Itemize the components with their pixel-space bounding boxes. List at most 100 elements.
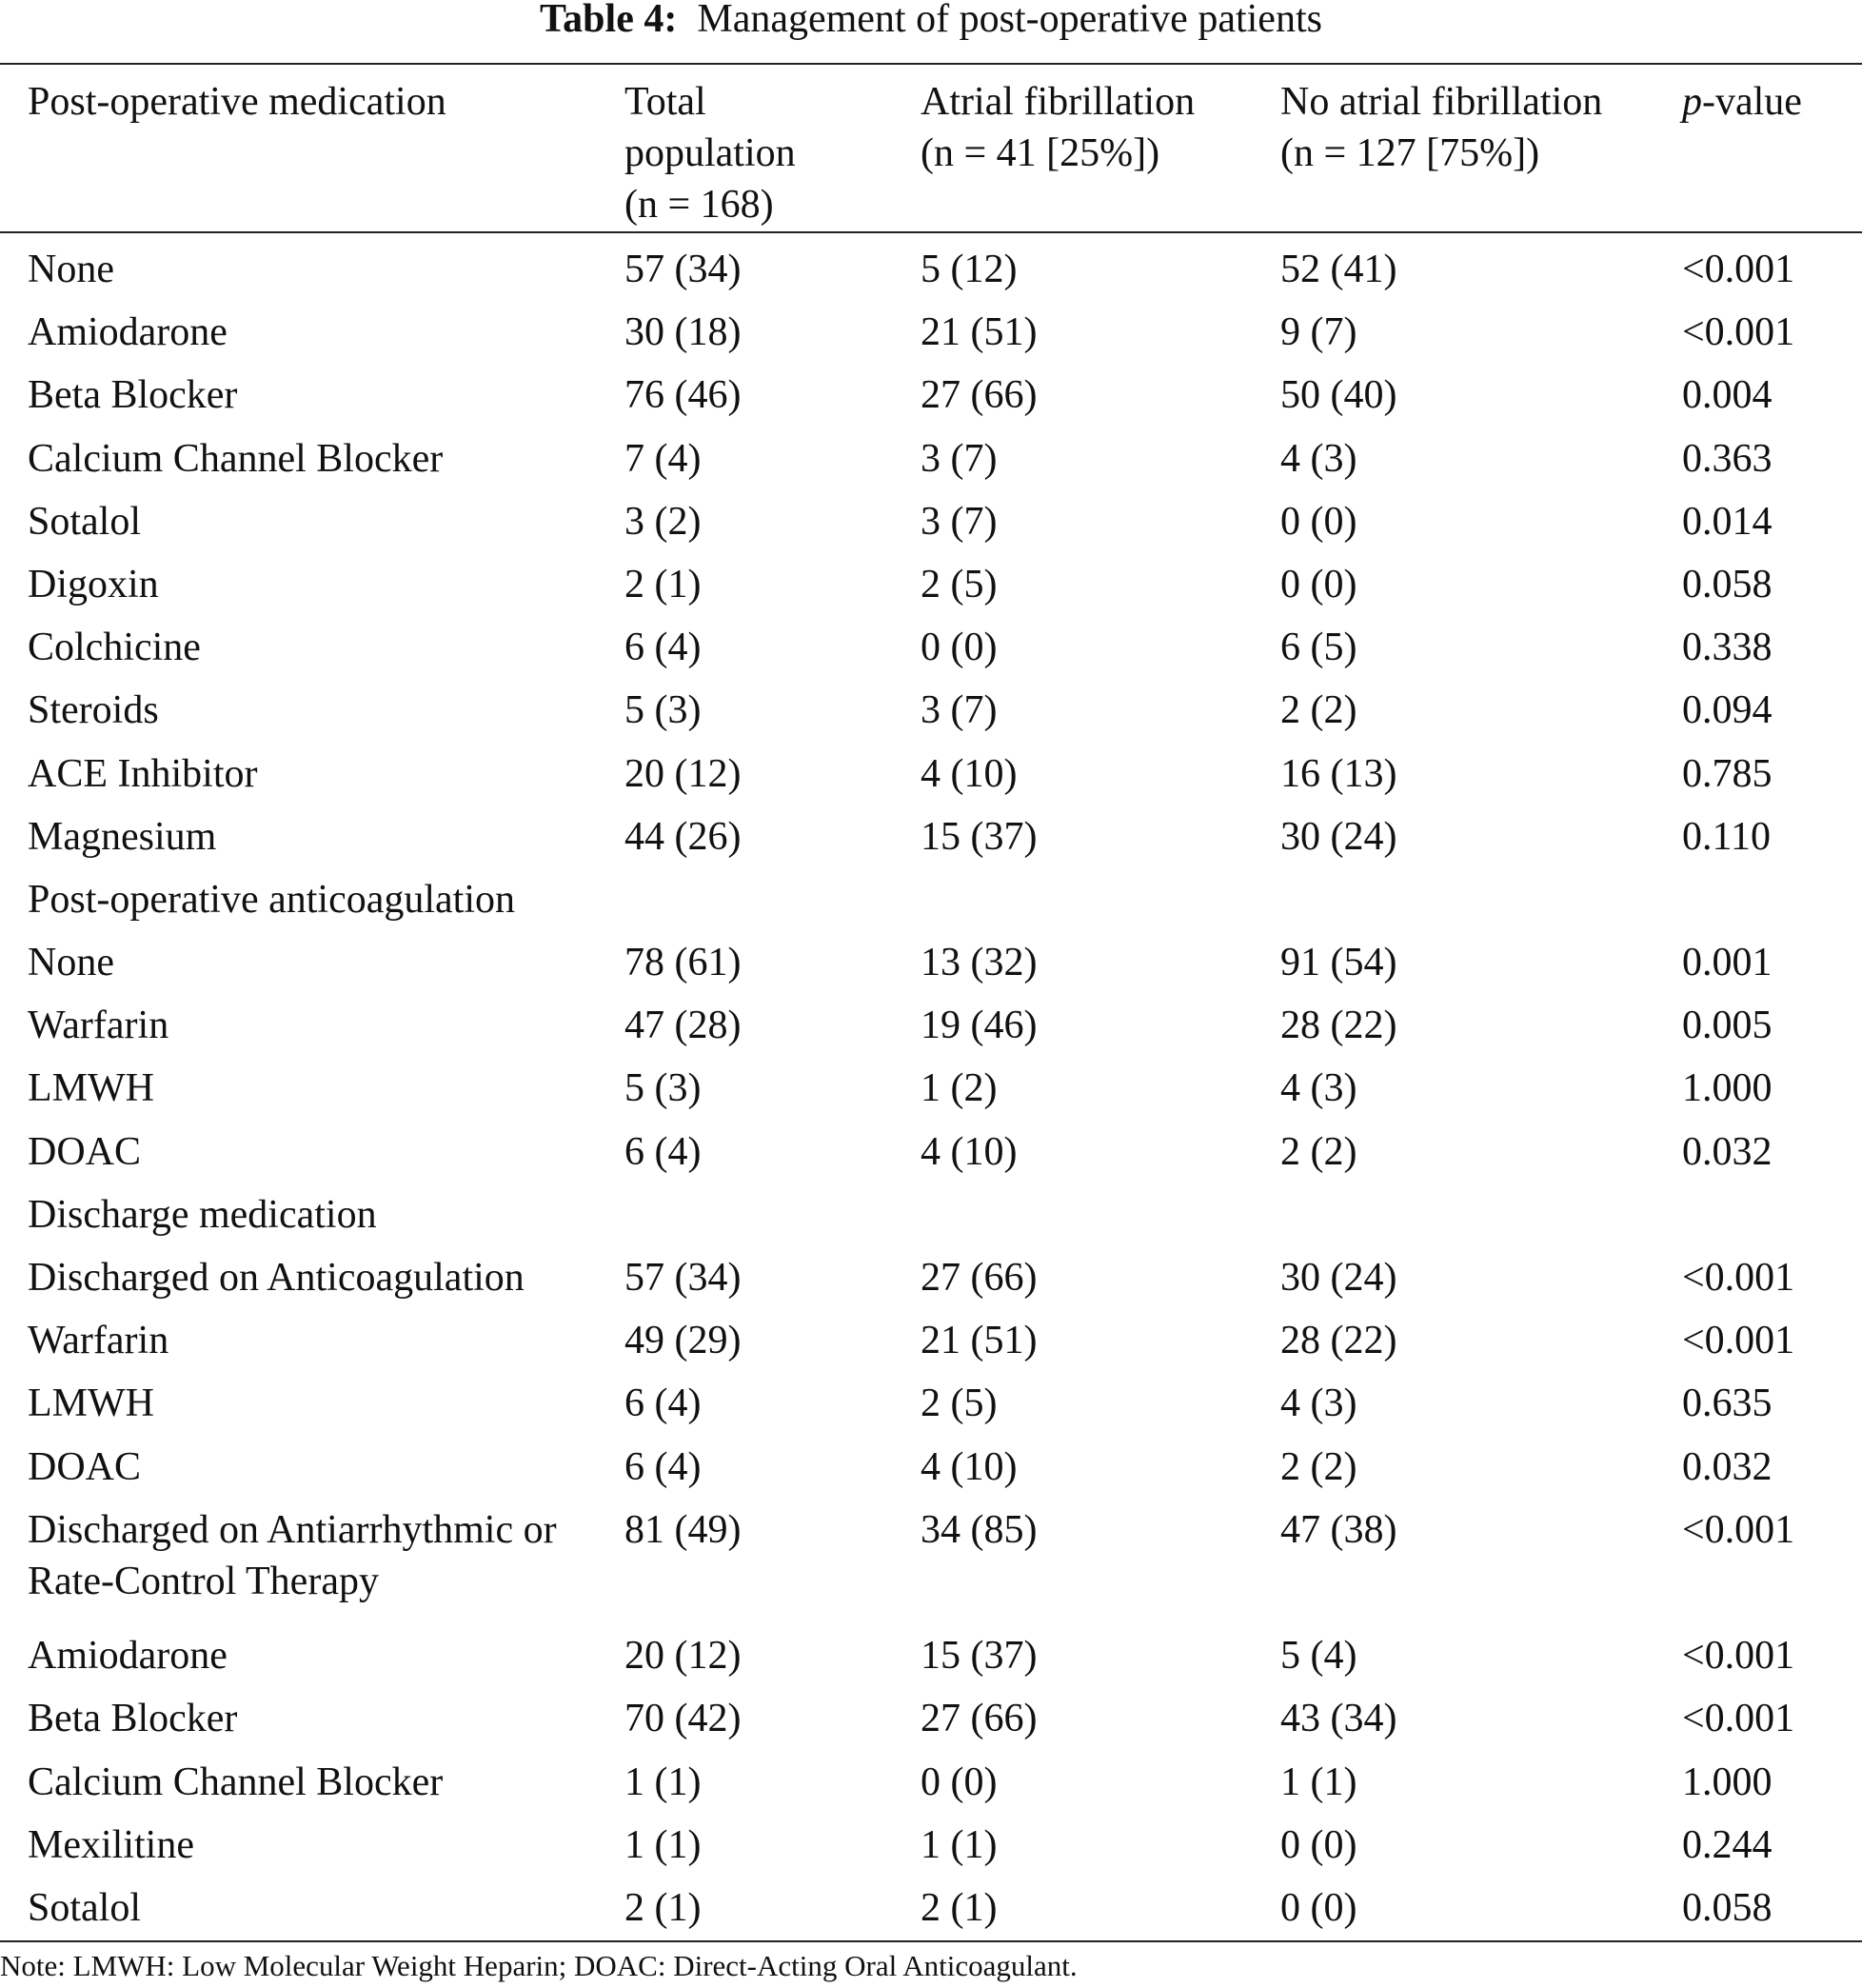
header-line: (n = 41 [25%]) (921, 131, 1160, 175)
cell-no-af: 43 (34) (1280, 1697, 1397, 1741)
cell-p-value: 0.001 (1682, 941, 1773, 985)
cell-medication: Colchicine (28, 626, 201, 670)
table-row: None 78 (61) 13 (32) 91 (54) 0.001 (0, 931, 1862, 994)
cell-total: 70 (42) (624, 1697, 742, 1741)
cell-total: 30 (18) (624, 310, 742, 355)
cell-af: 1 (2) (921, 1066, 998, 1111)
cell-medication: Warfarin (28, 1319, 169, 1363)
table-body: None 57 (34) 5 (12) 52 (41) <0.001 Amiodarone… (0, 238, 1862, 1939)
header-line: population (624, 131, 796, 175)
cell-no-af: 30 (24) (1280, 1256, 1397, 1300)
table-row: Beta Blocker 76 (46) 27 (66) 50 (40) 0.004 (0, 364, 1862, 427)
cell-medication: Beta Blocker (28, 1697, 238, 1741)
cell-af: 13 (32) (921, 941, 1038, 985)
cell-p-value: <0.001 (1682, 1256, 1795, 1300)
cell-no-af: 5 (4) (1280, 1634, 1357, 1679)
cell-total: 6 (4) (624, 1382, 702, 1426)
cell-no-af: 28 (22) (1280, 1319, 1397, 1363)
table-row: LMWH 6 (4) 2 (5) 4 (3) 0.635 (0, 1372, 1862, 1435)
cell-no-af: 0 (0) (1280, 1822, 1357, 1867)
cell-medication: Amiodarone (28, 310, 228, 355)
table-row: Sotalol 2 (1) 2 (1) 0 (0) 0.058 (0, 1877, 1862, 1939)
cell-no-af: 9 (7) (1280, 310, 1357, 355)
table-row: Calcium Channel Blocker 1 (1) 0 (0) 1 (1) 1.… (0, 1751, 1862, 1814)
cell-total: 3 (2) (624, 499, 702, 544)
cell-af: 19 (46) (921, 1004, 1038, 1048)
cell-medication: Discharge medication (28, 1192, 377, 1237)
cell-total: 20 (12) (624, 751, 742, 796)
cell-no-af: 28 (22) (1280, 1004, 1397, 1048)
section-header-row: Discharge medication (0, 1183, 1862, 1246)
cell-no-af: 0 (0) (1280, 499, 1357, 544)
header-medication: Post-operative medication (28, 80, 446, 124)
header-rule (0, 231, 1862, 233)
cell-no-af: 52 (41) (1280, 248, 1397, 291)
table-note: Note: LMWH: Low Molecular Weight Heparin… (0, 1949, 1078, 1982)
cell-medication: Calcium Channel Blocker (28, 1759, 444, 1804)
table-row: Warfarin 49 (29) 21 (51) 28 (22) <0.001 (0, 1309, 1862, 1372)
cell-af: 4 (10) (921, 751, 1018, 796)
cell-p-value: 0.058 (1682, 1885, 1773, 1930)
header-line: (n = 127 [75%]) (1280, 131, 1540, 175)
cell-medication: Amiodarone (28, 1634, 228, 1679)
cell-no-af: 2 (2) (1280, 1444, 1357, 1489)
cell-p-value: 0.363 (1682, 436, 1773, 481)
cell-p-value: <0.001 (1682, 1319, 1795, 1363)
cell-total: 76 (46) (624, 373, 742, 418)
cell-p-value: 0.058 (1682, 562, 1773, 606)
header-line: Atrial fibrillation (921, 80, 1196, 124)
cell-p-value: <0.001 (1682, 1634, 1795, 1679)
cell-af: 15 (37) (921, 814, 1038, 859)
cell-p-value: 0.032 (1682, 1444, 1773, 1489)
cell-p-value: 0.014 (1682, 499, 1773, 544)
table-row: Discharged on Anticoagulation 57 (34) 27 (… (0, 1246, 1862, 1309)
cell-total: 57 (34) (624, 1256, 742, 1300)
table-label: Table 4: (540, 0, 678, 41)
cell-total: 57 (34) (624, 248, 742, 291)
cell-total: 2 (1) (624, 562, 702, 606)
cell-no-af: 1 (1) (1280, 1759, 1357, 1804)
cell-medication: Calcium Channel Blocker (28, 436, 444, 481)
table-caption: Management of post-operative patients (697, 0, 1322, 41)
cell-af: 3 (7) (921, 436, 998, 481)
table-row: Discharged on Antiarrhythmic or Rate-Con… (0, 1499, 1862, 1624)
cell-no-af: 0 (0) (1280, 1885, 1357, 1930)
cell-no-af: 91 (54) (1280, 941, 1397, 985)
cell-total: 1 (1) (624, 1822, 702, 1867)
cell-no-af: 6 (5) (1280, 626, 1357, 670)
cell-total: 6 (4) (624, 1129, 702, 1174)
cell-p-value: 0.004 (1682, 373, 1773, 418)
table-row: Amiodarone 30 (18) 21 (51) 9 (7) <0.001 (0, 301, 1862, 364)
cell-af: 27 (66) (921, 1256, 1038, 1300)
cell-af: 2 (5) (921, 1382, 998, 1426)
table-row: ACE Inhibitor 20 (12) 4 (10) 16 (13) 0.785 (0, 743, 1862, 805)
header-p-value: p-value (1682, 76, 1802, 128)
cell-medication: Digoxin (28, 562, 159, 606)
cell-no-af: 4 (3) (1280, 436, 1357, 481)
cell-af: 2 (1) (921, 1885, 998, 1930)
cell-medication: Magnesium (28, 814, 217, 859)
cell-no-af: 4 (3) (1280, 1382, 1357, 1426)
cell-af: 1 (1) (921, 1822, 998, 1867)
table-row: Amiodarone 20 (12) 15 (37) 5 (4) <0.001 (0, 1624, 1862, 1687)
cell-af: 2 (5) (921, 562, 998, 606)
cell-medication: Sotalol (28, 1885, 142, 1930)
cell-total: 49 (29) (624, 1319, 742, 1363)
cell-medication: Post-operative anticoagulation (28, 877, 516, 922)
cell-p-value: <0.001 (1682, 1697, 1795, 1741)
cell-medication: Discharged on Antiarrhythmic or Rate-Con… (28, 1507, 557, 1603)
cell-total: 1 (1) (624, 1759, 702, 1804)
cell-no-af: 0 (0) (1280, 562, 1357, 606)
cell-total: 78 (61) (624, 941, 742, 985)
section-header-row: Post-operative anticoagulation (0, 868, 1862, 931)
top-rule (0, 63, 1862, 65)
table-row: Beta Blocker 70 (42) 27 (66) 43 (34) <0.001 (0, 1687, 1862, 1750)
cell-no-af: 30 (24) (1280, 814, 1397, 859)
cell-af: 21 (51) (921, 310, 1038, 355)
cell-p-value: 0.110 (1682, 814, 1771, 859)
cell-medication: Beta Blocker (28, 373, 238, 418)
cell-medication: Warfarin (28, 1004, 169, 1048)
cell-total: 2 (1) (624, 1885, 702, 1930)
header-no-atrial-fibrillation: No atrial fibrillation (n = 127 [75%]) (1280, 76, 1602, 179)
table-row: Steroids 5 (3) 3 (7) 2 (2) 0.094 (0, 679, 1862, 742)
